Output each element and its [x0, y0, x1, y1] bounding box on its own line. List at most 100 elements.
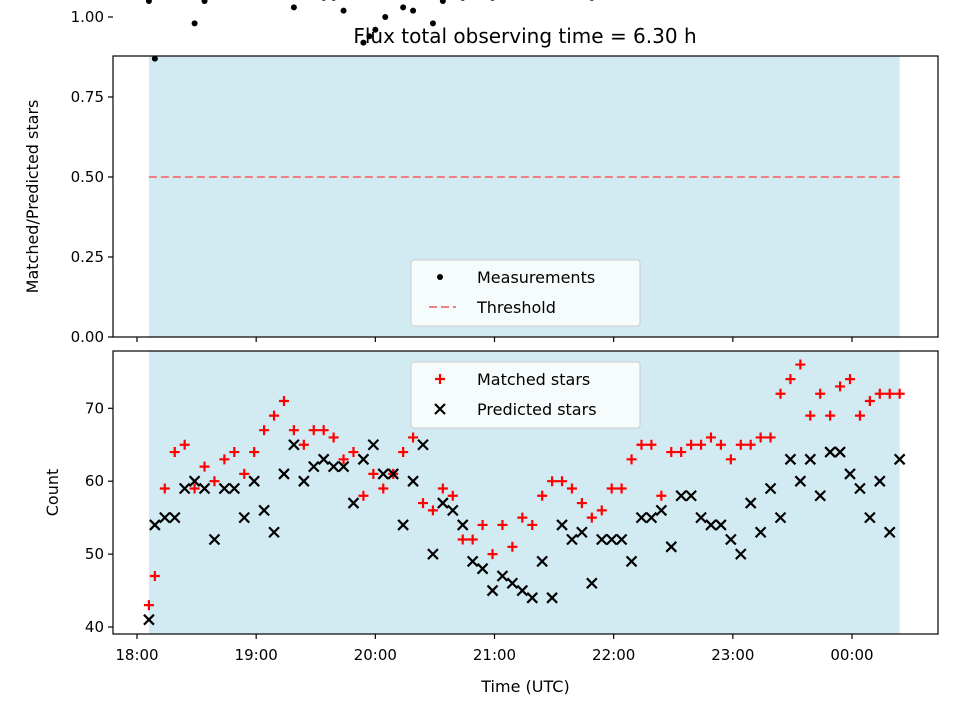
predicted-star-point [327, 460, 340, 473]
matched-star-point [626, 454, 637, 465]
predicted-star-point [397, 519, 409, 531]
predicted-star-point [516, 584, 529, 597]
matched-star-point [467, 534, 478, 545]
measurement-point [366, 33, 373, 40]
matched-star-point [143, 600, 154, 611]
matched-star-point [586, 512, 597, 523]
predicted-star-point [526, 592, 539, 604]
predicted-star-point [744, 497, 757, 509]
matched-star-point [566, 483, 577, 494]
x-tick-label: 22:00 [592, 646, 635, 664]
matched-star-point [427, 505, 438, 516]
predicted-star-point [774, 511, 787, 524]
measurement-point [372, 26, 379, 33]
predicted-star-point [278, 468, 290, 480]
predicted-star-point [576, 526, 588, 539]
measurement-point [460, 0, 465, 1]
predicted-star-point [198, 482, 211, 495]
predicted-star-point [715, 519, 727, 531]
legend-label: Threshold [476, 298, 556, 317]
predicted-star-point [228, 482, 241, 495]
measurement-point [321, 0, 326, 1]
matched-star-point [348, 447, 359, 458]
predicted-star-point [695, 511, 707, 524]
predicted-star-point [764, 482, 777, 495]
predicted-star-point [417, 438, 429, 451]
matched-star-point [437, 483, 448, 494]
predicted-star-point [168, 511, 181, 524]
matched-star-point [725, 454, 736, 465]
predicted-star-point [874, 475, 886, 487]
matched-star-point [209, 476, 220, 487]
matched-star-point [864, 396, 875, 407]
predicted-star-point [337, 460, 350, 473]
matched-star-point [308, 425, 319, 436]
legend-label: Matched stars [477, 370, 590, 389]
matched-star-point [825, 410, 836, 421]
matched-star-point [576, 498, 587, 509]
measurement-point [439, 0, 446, 4]
measurement-point [360, 39, 367, 46]
matched-star-point [596, 505, 607, 516]
matched-star-point [835, 381, 846, 392]
matched-star-point [259, 425, 270, 436]
measurement-point [382, 14, 389, 20]
predicted-star-point [447, 504, 459, 517]
predicted-star-point [258, 504, 270, 517]
measurement-point [400, 4, 407, 11]
predicted-star-point [725, 533, 737, 546]
matched-star-point [656, 490, 667, 501]
matched-star-point [477, 519, 488, 530]
bottom-panel-plot: 40 50 60 70 18:00 19:00 20:00 21:00 22:00 23:00 00… [43, 350, 939, 696]
matched-star-point [636, 439, 647, 450]
predicted-star-point [546, 592, 558, 604]
predicted-star-point [357, 453, 370, 466]
matched-star-point [527, 519, 538, 530]
predicted-star-point [218, 482, 231, 495]
predicted-star-point [317, 453, 330, 466]
matched-star-point [378, 483, 389, 494]
x-tick-label: 00:00 [830, 646, 873, 664]
top-panel-plot: 0.000.250.500.751.001.25Matched/Predicte… [23, 0, 939, 346]
legend-box [410, 259, 641, 327]
x-tick-label: 21:00 [473, 646, 516, 664]
matched-star-point [328, 432, 339, 443]
y-tick-label: 40 [85, 618, 104, 636]
matched-star-point [705, 432, 716, 443]
predicted-star-point [307, 460, 320, 473]
matched-star-point [179, 439, 190, 450]
axes-frame [112, 55, 939, 338]
matched-star-point [547, 476, 558, 487]
axes-frame [112, 350, 939, 635]
x-axis-label: Time (UTC) [480, 677, 569, 696]
matched-star-point [715, 439, 726, 450]
predicted-star-point [437, 497, 449, 509]
matched-star-point [487, 549, 498, 560]
predicted-star-point [427, 548, 439, 560]
matched-star-point [199, 461, 210, 472]
x-tick-label: 19:00 [235, 646, 278, 664]
matched-star-point [735, 439, 746, 450]
predicted-star-point [496, 570, 509, 582]
y-axis-label: Matched/Predicted stars [23, 100, 42, 294]
matched-star-point [765, 432, 776, 443]
matched-star-point [159, 483, 170, 494]
matched-star-point [298, 439, 309, 450]
predicted-star-point [864, 511, 876, 524]
predicted-star-point [804, 453, 817, 466]
predicted-star-point [854, 482, 866, 495]
matched-star-point [318, 425, 329, 436]
legend-box [410, 361, 641, 429]
matched-star-point [418, 498, 428, 509]
matched-star-point [189, 483, 200, 494]
predicted-star-point [387, 468, 399, 480]
x-tick-label: 23:00 [711, 646, 754, 664]
matched-star-point [447, 490, 458, 501]
predicted-star-point [615, 533, 628, 546]
predicted-star-point [149, 519, 161, 531]
predicted-star-point [476, 562, 489, 575]
matched-star-point [278, 396, 289, 407]
matched-star-point [537, 490, 548, 501]
chart-title: Flux total observing time = 6.30 h [353, 24, 696, 48]
matched-star-point [676, 447, 687, 458]
